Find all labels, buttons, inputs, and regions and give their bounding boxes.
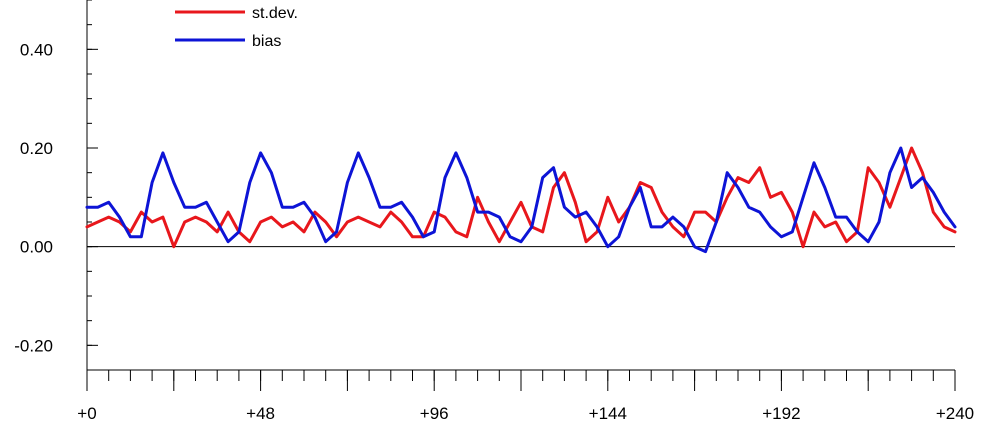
series-line-stdev — [85, 146, 957, 249]
y-tick-label: 0.00 — [20, 238, 53, 257]
x-tick-label: +192 — [762, 404, 800, 423]
x-tick-label: +0 — [77, 404, 96, 423]
x-axis: +0 +48 +96 +144 +192 +240 — [77, 369, 974, 423]
x-tick-label: +144 — [589, 404, 627, 423]
y-tick-label: 0.20 — [20, 139, 53, 158]
y-tick-label: 0.40 — [20, 40, 53, 59]
x-tick-label: +240 — [936, 404, 974, 423]
legend-label: bias — [252, 33, 281, 50]
plot-lines — [85, 146, 957, 254]
legend-label: st.dev. — [252, 5, 298, 22]
x-tick-label: +48 — [246, 404, 275, 423]
y-tick-label: -0.20 — [14, 336, 53, 355]
legend: st.dev. bias — [175, 5, 298, 50]
series-line-bias — [85, 146, 957, 254]
y-axis: -0.20 0.00 0.20 0.40 — [14, 0, 98, 371]
x-tick-label: +96 — [420, 404, 449, 423]
